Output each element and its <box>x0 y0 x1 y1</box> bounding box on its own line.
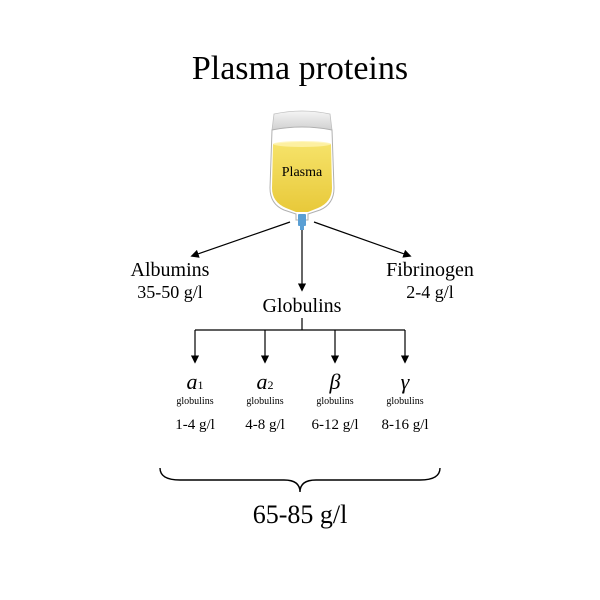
globulin-word: globulins <box>240 396 290 407</box>
fibrinogen-block: Fibrinogen 2-4 g/l <box>380 258 480 304</box>
fibrinogen-range: 2-4 g/l <box>380 282 480 304</box>
globulin-range: 1-4 g/l <box>170 417 220 434</box>
globulin-symbol: β <box>330 369 341 394</box>
albumins-name: Albumins <box>120 258 220 282</box>
globulin-subscript: 2 <box>268 378 274 392</box>
plasma-bag-label: Plasma <box>282 165 323 180</box>
globulin-type-1: a2 globulins 4-8 g/l <box>240 370 290 434</box>
globulin-range: 6-12 g/l <box>310 417 360 434</box>
globulin-word: globulins <box>310 396 360 407</box>
globulin-subscript: 1 <box>198 378 204 392</box>
globulins-name: Globulins <box>252 294 352 318</box>
globulin-type-0: a1 globulins 1-4 g/l <box>170 370 220 434</box>
albumins-block: Albumins 35-50 g/l <box>120 258 220 304</box>
globulin-type-2: β globulins 6-12 g/l <box>310 370 360 434</box>
globulin-range: 8-16 g/l <box>380 417 430 434</box>
globulin-type-3: γ globulins 8-16 g/l <box>380 370 430 434</box>
globulin-symbol: a <box>187 369 198 394</box>
page-title: Plasma proteins <box>0 50 600 88</box>
globulin-symbol: a <box>257 369 268 394</box>
globulin-word: globulins <box>380 396 430 407</box>
globulin-word: globulins <box>170 396 220 407</box>
globulins-block: Globulins <box>252 294 352 318</box>
globulin-symbol: γ <box>401 369 410 394</box>
total-range: 65-85 g/l <box>0 500 600 530</box>
plasma-bag-icon: Plasma <box>258 110 346 230</box>
globulin-range: 4-8 g/l <box>240 417 290 434</box>
fibrinogen-name: Fibrinogen <box>380 258 480 282</box>
albumins-range: 35-50 g/l <box>120 282 220 304</box>
